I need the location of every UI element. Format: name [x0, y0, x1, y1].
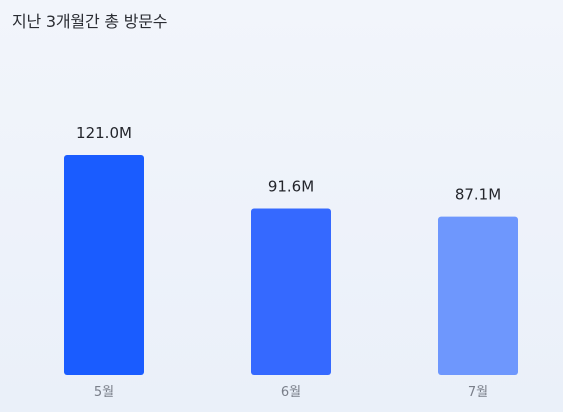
- bar-2: [251, 208, 331, 375]
- value-label-2: 91.6M: [268, 177, 314, 195]
- x-tick-label-2: 6월: [281, 385, 301, 400]
- bar-3: [438, 216, 518, 375]
- chart-title: 지난 3개월간 총 방문수: [12, 12, 168, 31]
- bar-1: [64, 155, 144, 375]
- value-label-1: 121.0M: [76, 124, 132, 142]
- x-tick-label-1: 5월: [94, 385, 114, 400]
- x-tick-label-3: 7월: [468, 385, 488, 400]
- value-label-3: 87.1M: [455, 186, 501, 204]
